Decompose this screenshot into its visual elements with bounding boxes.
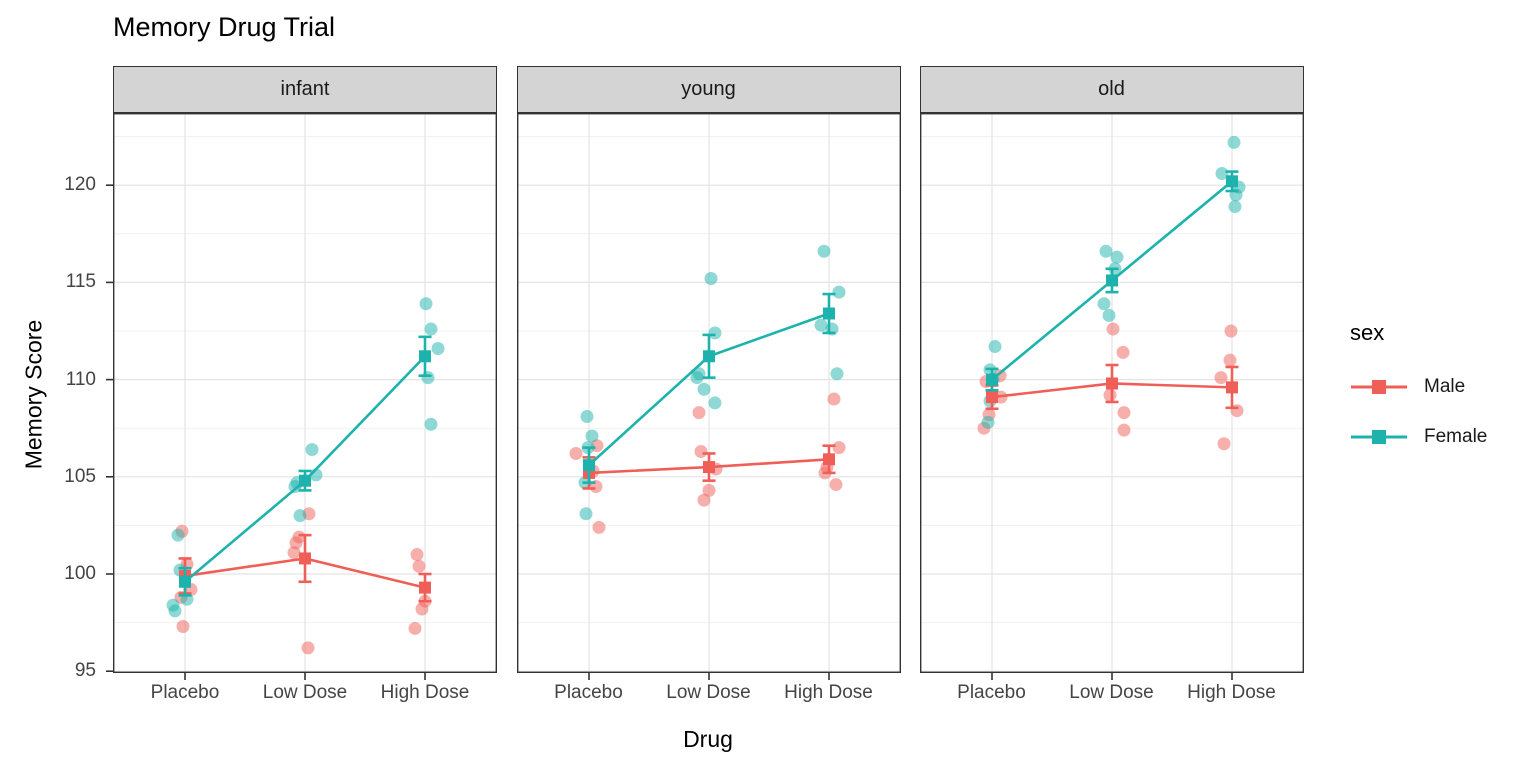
x-tick-label: Low Dose: [666, 682, 751, 703]
x-tick-label: Placebo: [957, 682, 1026, 703]
facet-label: young: [681, 78, 736, 100]
y-tick-label: 110: [65, 368, 96, 390]
y-tick-label: 105: [64, 465, 96, 487]
y-tick-label: 95: [74, 660, 96, 682]
x-tick-label: Placebo: [554, 682, 623, 703]
female-key-icon: [1351, 430, 1407, 444]
legend: sex Male Female: [1350, 320, 1487, 474]
y-axis-title: Memory Score: [20, 319, 47, 470]
x-tick-label: Low Dose: [1069, 682, 1154, 703]
x-tick-label: Placebo: [150, 682, 220, 703]
legend-title: sex: [1350, 320, 1385, 345]
legend-label: Female: [1424, 426, 1488, 447]
x-axis-title: Drug: [683, 726, 733, 752]
legend-label: Male: [1424, 376, 1466, 397]
panel-old: [919, 112, 1304, 681]
legend-entry-female: Female: [1350, 424, 1487, 450]
facet-label: infant: [280, 78, 330, 100]
panel-plot-infant: [112, 112, 498, 680]
legend-entry-male: Male: [1350, 374, 1487, 400]
chart-title: Memory Drug Trial: [113, 12, 336, 42]
male-key-icon: [1351, 380, 1407, 394]
facet-label: old: [1098, 78, 1125, 100]
x-tick-label: High Dose: [380, 682, 470, 703]
panel-young: [516, 112, 901, 681]
panel-plot-old: [919, 112, 1304, 680]
y-tick-label: 120: [64, 174, 96, 196]
y-axis-ticks: [106, 184, 113, 673]
x-tick-label: High Dose: [784, 682, 873, 703]
panel-plot-young: [516, 112, 901, 680]
facet-strip-young: young: [516, 66, 901, 113]
facet-strip-old: old: [919, 66, 1304, 113]
x-tick-label: High Dose: [1187, 682, 1276, 703]
panel-infant: [112, 112, 498, 681]
facet-strip-infant: infant: [113, 66, 497, 113]
y-tick-label: 115: [65, 271, 96, 293]
y-tick-label: 100: [64, 563, 96, 584]
x-tick-label: Low Dose: [262, 682, 348, 703]
